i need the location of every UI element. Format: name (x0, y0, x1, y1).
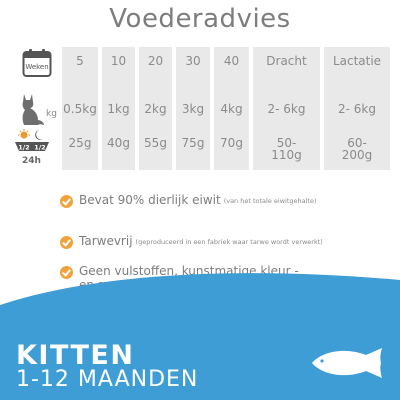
day-label: 24h (22, 156, 41, 166)
banner-wave (0, 273, 400, 400)
column-portion: 55g (144, 136, 167, 150)
weeks-label: Weken (25, 63, 48, 71)
column-weight: 0.5kg (63, 102, 97, 116)
column-weight: 2kg (144, 102, 167, 116)
column-40-weeks: 40 4kg 70g (214, 47, 249, 170)
column-weight: 1kg (107, 102, 130, 116)
column-portion: 60- 200g (324, 137, 390, 161)
column-head: Lactatie (332, 54, 382, 68)
fish-icon (312, 348, 382, 378)
column-10-weeks: 10 1kg 40g (102, 47, 135, 170)
half-left-label: 1/2 (18, 144, 29, 152)
column-weight: 2- 6kg (338, 102, 376, 116)
sun-moon-icon: 1/2 1/2 (15, 129, 49, 152)
column-head: 30 (185, 54, 201, 68)
column-head: 40 (223, 54, 240, 68)
column-dracht: Dracht 2- 6kg 50- 110g (253, 47, 320, 170)
banner-title: KITTEN (16, 340, 135, 371)
column-portion: 25g (68, 136, 92, 150)
column-lactatie: Lactatie 2- 6kg 60- 200g (324, 47, 390, 170)
column-portion: 75g (181, 136, 205, 150)
page-title: Voederadvies (109, 4, 291, 34)
feature-note: (geproduceerd in een fabriek waar tarwe … (135, 238, 323, 246)
check-icon (60, 195, 73, 208)
column-weight: 4kg (220, 102, 243, 116)
column-20-weeks: 20 2kg 55g (139, 47, 172, 170)
cat-icon (22, 94, 44, 125)
portion-line: 50- (276, 136, 297, 150)
column-30-weeks: 30 3kg 75g (176, 47, 210, 170)
half-right-label: 1/2 (34, 144, 45, 152)
kg-label: kg (46, 109, 57, 119)
portion-line: 200g (341, 148, 373, 162)
check-icon (60, 266, 73, 279)
banner-subtitle: 1-12 MAANDEN (16, 367, 199, 392)
column-portion: 40g (107, 136, 130, 150)
feature-text: Bevat 90% dierlijk eiwit (79, 193, 221, 207)
calendar-icon: Weken (22, 49, 52, 77)
column-head: 5 (76, 54, 84, 68)
column-head: 10 (110, 54, 127, 68)
portion-line: 110g (271, 148, 302, 162)
column-weight: 2- 6kg (267, 102, 306, 116)
feature-protein: Bevat 90% dierlijk eiwit (van het totale… (60, 193, 317, 208)
feature-text: Tarwevrij (79, 234, 133, 248)
column-head: Dracht (266, 54, 307, 68)
feature-wheat-free: Tarwevrij (geproduceerd in een fabriek w… (60, 234, 323, 249)
column-portion: 50- 110g (253, 137, 320, 161)
column-portion: 70g (220, 136, 243, 150)
feature-note: (van het totale eiwitgehalte) (223, 197, 317, 205)
portion-line: 60- (347, 136, 367, 150)
column-head: 20 (147, 54, 164, 68)
column-weight: 3kg (181, 102, 205, 116)
column-5-weeks: 5 0.5kg 25g (62, 47, 98, 170)
check-icon (60, 236, 73, 249)
